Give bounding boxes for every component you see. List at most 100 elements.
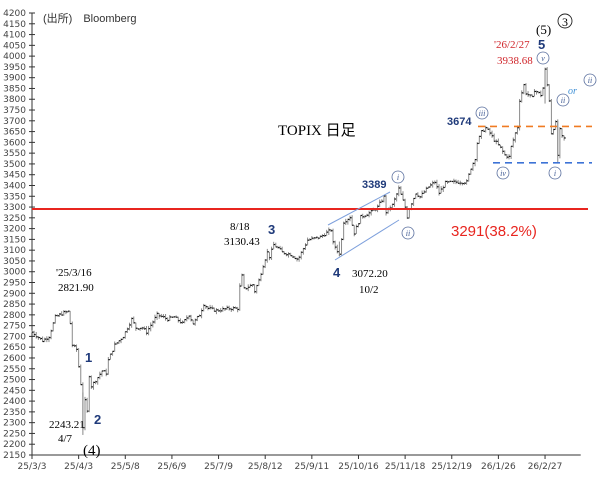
svg-text:i: i — [554, 169, 556, 178]
y-tick-label: 3550 — [3, 149, 26, 159]
x-tick-label: 26/1/26 — [481, 462, 516, 472]
peak-date-label: '26/2/27 — [494, 39, 530, 51]
source-label: (出所) Bloomberg — [43, 11, 137, 25]
y-tick-label: 3500 — [3, 160, 26, 170]
x-tick-label: 25/4/3 — [64, 462, 93, 472]
y-tick-label: 3700 — [3, 117, 26, 127]
y-tick-label: 3050 — [3, 257, 26, 267]
circled-iii-label: iii — [475, 106, 489, 120]
circled-iv-label: iv — [496, 166, 510, 180]
peak-i-label: 3389 — [362, 179, 386, 191]
y-tick-label: 3650 — [3, 128, 26, 138]
x-tick-label: 25/7/9 — [204, 462, 233, 472]
x-tick-label: 25/3/3 — [18, 462, 47, 472]
y-tick-label: 3150 — [3, 235, 26, 245]
y-tick-label: 3100 — [3, 246, 26, 256]
y-tick-label: 2500 — [3, 376, 26, 386]
y-tick-label: 3750 — [3, 106, 26, 116]
svg-text:iv: iv — [500, 169, 506, 178]
y-tick-label: 2150 — [3, 451, 26, 461]
y-tick-label: 2700 — [3, 332, 26, 342]
y-tick-label: 4150 — [3, 20, 26, 30]
y-tick-label: 2650 — [3, 343, 26, 353]
x-tick-label: 25/10/16 — [338, 462, 379, 472]
y-tick-label: 3850 — [3, 84, 26, 94]
channel-lower-line — [334, 219, 400, 261]
y-tick-label: 2450 — [3, 386, 26, 396]
svg-text:i: i — [397, 173, 399, 182]
circled-3-label: 3 — [557, 13, 573, 29]
start-value-label: 2821.90 — [58, 282, 94, 294]
reference-lines — [32, 125, 592, 210]
wave-1-label: 1 — [85, 350, 92, 365]
wave-4-label: 4 — [333, 265, 341, 280]
level-3674-label: 3674 — [447, 116, 472, 128]
y-tick-label: 4000 — [3, 52, 26, 62]
wave-3-label: 3 — [268, 222, 275, 237]
y-tick-label: 3350 — [3, 192, 26, 202]
wave-5-paren-label: (5) — [536, 22, 551, 37]
x-tick-label: 25/9/11 — [294, 462, 329, 472]
chart-title: TOPIX 日足 — [278, 122, 356, 139]
y-tick-label: 3800 — [3, 95, 26, 105]
y-tick-label: 2800 — [3, 311, 26, 321]
svg-text:ii: ii — [561, 96, 565, 105]
circled-v-label: v — [536, 51, 550, 65]
y-tick-label: 2550 — [3, 365, 26, 375]
y-tick-label: 2750 — [3, 322, 26, 332]
svg-text:ii: ii — [406, 229, 410, 238]
x-tick-label: 25/5/8 — [111, 462, 140, 472]
x-tick-label: 25/11/18 — [385, 462, 426, 472]
y-tick-label: 3450 — [3, 171, 26, 181]
y-tick-label: 4200 — [3, 9, 26, 19]
wave-2-label: 2 — [94, 412, 101, 427]
y-tick-label: 2850 — [3, 300, 26, 310]
y-tick-label: 3950 — [3, 63, 26, 73]
y-tick-label: 2200 — [3, 440, 26, 450]
y-tick-label: 4050 — [3, 41, 26, 51]
y-tick-label: 2400 — [3, 397, 26, 407]
x-tick-label: 25/6/9 — [157, 462, 186, 472]
price-bars — [31, 67, 566, 435]
y-tick-label: 2350 — [3, 408, 26, 418]
y-tick-label: 2250 — [3, 429, 26, 439]
x-tick-label: 26/2/27 — [528, 462, 563, 472]
wave-4-big-label: (4) — [83, 443, 101, 459]
w3-date-label: 8/18 — [230, 221, 250, 233]
y-tick-label: 2900 — [3, 289, 26, 299]
y-tick-label: 3300 — [3, 203, 26, 213]
circled-ii-2-label: ii — [556, 93, 570, 107]
y-tick-label: 2300 — [3, 419, 26, 429]
w4-value-label: 3072.20 — [352, 268, 388, 280]
peak-value-label: 3938.68 — [497, 55, 533, 67]
y-tick-label: 3900 — [3, 74, 26, 84]
fib-level-label: 3291(38.2%) — [451, 223, 537, 240]
y-tick-label: 3600 — [3, 138, 26, 148]
x-tick-label: 25/12/19 — [432, 462, 473, 472]
wave-5-label: 5 — [538, 37, 545, 52]
circled-ii-3-label: ii — [583, 73, 597, 87]
start-date-label: '25/3/16 — [56, 267, 92, 279]
svg-text:v: v — [541, 54, 545, 63]
circled-ii-label: ii — [401, 226, 415, 240]
y-tick-label: 3400 — [3, 181, 26, 191]
or-label: or — [568, 86, 577, 97]
svg-text:ii: ii — [588, 76, 592, 85]
low-date-label: 4/7 — [58, 433, 73, 445]
y-tick-label: 2600 — [3, 354, 26, 364]
x-tick-label: 25/8/12 — [248, 462, 283, 472]
channel-upper-line — [327, 191, 391, 226]
y-tick-label: 3000 — [3, 268, 26, 278]
svg-text:iii: iii — [479, 109, 486, 118]
svg-text:3: 3 — [562, 15, 568, 29]
low-value-label: 2243.21 — [49, 419, 85, 431]
circled-i-label: i — [391, 170, 405, 184]
y-tick-label: 2950 — [3, 279, 26, 289]
axes: 2150220022502300235024002450250025502600… — [3, 9, 581, 472]
w3-value-label: 3130.43 — [224, 236, 260, 248]
y-tick-label: 3200 — [3, 225, 26, 235]
y-tick-label: 4100 — [3, 31, 26, 41]
w4-date-label: 10/2 — [359, 284, 379, 296]
circled-i-2-label: i — [548, 166, 562, 180]
